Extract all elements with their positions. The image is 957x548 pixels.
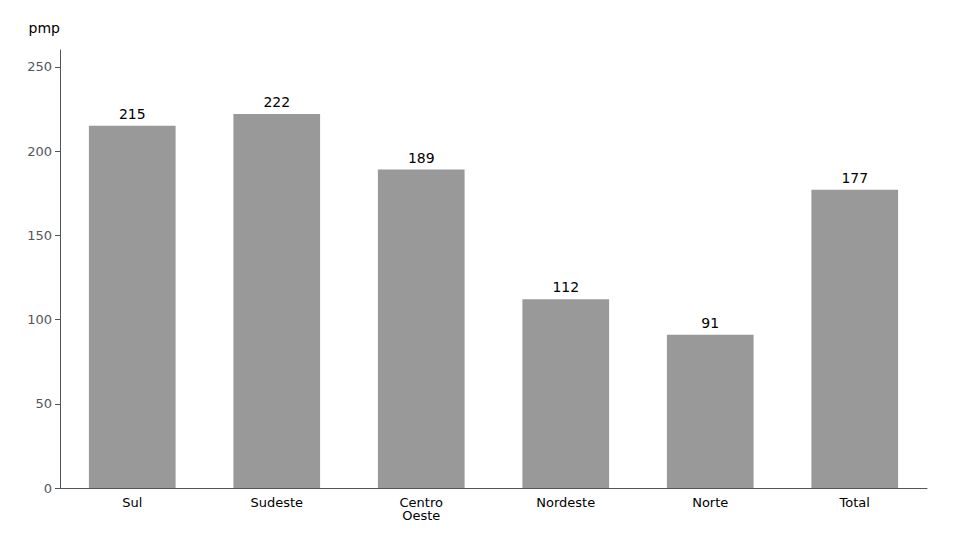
svg-text:200: 200 <box>27 144 52 159</box>
svg-text:91: 91 <box>701 315 719 331</box>
svg-text:Sul: Sul <box>122 495 142 510</box>
svg-text:Norte: Norte <box>692 495 728 510</box>
svg-text:Nordeste: Nordeste <box>536 495 595 510</box>
svg-text:222: 222 <box>263 94 290 110</box>
svg-text:100: 100 <box>27 312 52 327</box>
svg-text:215: 215 <box>119 106 146 122</box>
svg-text:150: 150 <box>27 228 52 243</box>
svg-text:177: 177 <box>841 170 868 186</box>
svg-text:50: 50 <box>35 396 52 411</box>
svg-text:112: 112 <box>552 279 579 295</box>
svg-text:Oeste: Oeste <box>402 508 440 523</box>
svg-text:250: 250 <box>27 59 52 74</box>
svg-text:0: 0 <box>44 481 52 496</box>
svg-text:189: 189 <box>408 150 435 166</box>
svg-text:Sudeste: Sudeste <box>250 495 303 510</box>
svg-text:Centro: Centro <box>399 495 443 510</box>
svg-text:Total: Total <box>839 495 870 510</box>
svg-text:pmp: pmp <box>29 20 61 36</box>
